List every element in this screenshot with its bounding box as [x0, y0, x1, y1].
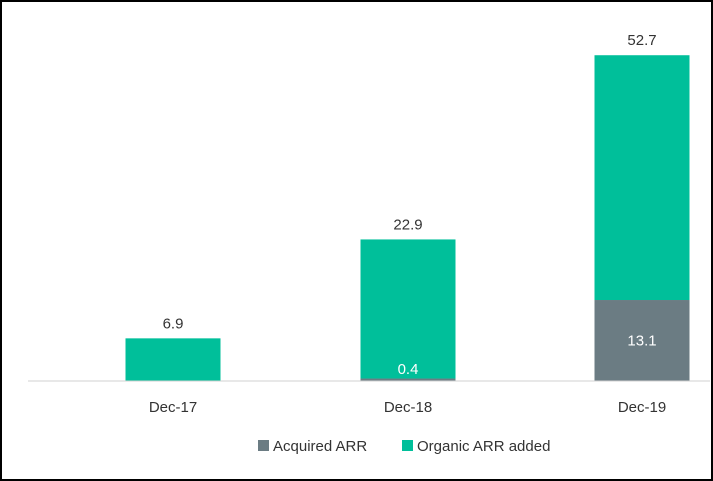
- total-label-dec-17: 6.9: [163, 315, 184, 332]
- bar-organic-arr-added-dec-19: [594, 55, 690, 301]
- total-label-dec-19: 52.7: [627, 32, 656, 49]
- bar-acquired-arr-dec-19: [594, 300, 690, 381]
- labels-group: 6.9 Dec-17 0.4 22.9 Dec-18 13.1 52.7 Dec-19: [149, 32, 666, 416]
- legend-swatch-organic-arr-added: [402, 440, 413, 451]
- bar-acquired-arr-dec-18: [360, 378, 456, 381]
- segment-label-dec-18: 0.4: [398, 361, 419, 378]
- bar-organic-arr-added-dec-18: [360, 239, 456, 379]
- bar-organic-arr-added-dec-17: [125, 338, 221, 381]
- legend-label-acquired-arr: Acquired ARR: [273, 438, 367, 455]
- x-tick-label: Dec-17: [149, 399, 197, 416]
- bars-group: [125, 55, 690, 381]
- x-tick-label: Dec-18: [384, 399, 432, 416]
- total-label-dec-18: 22.9: [393, 216, 422, 233]
- legend-swatch-acquired-arr: [258, 440, 269, 451]
- segment-label-dec-19: 13.1: [627, 333, 656, 350]
- legend: Acquired ARR Organic ARR added: [258, 438, 550, 455]
- x-tick-label: Dec-19: [618, 399, 666, 416]
- legend-label-organic-arr-added: Organic ARR added: [417, 438, 550, 455]
